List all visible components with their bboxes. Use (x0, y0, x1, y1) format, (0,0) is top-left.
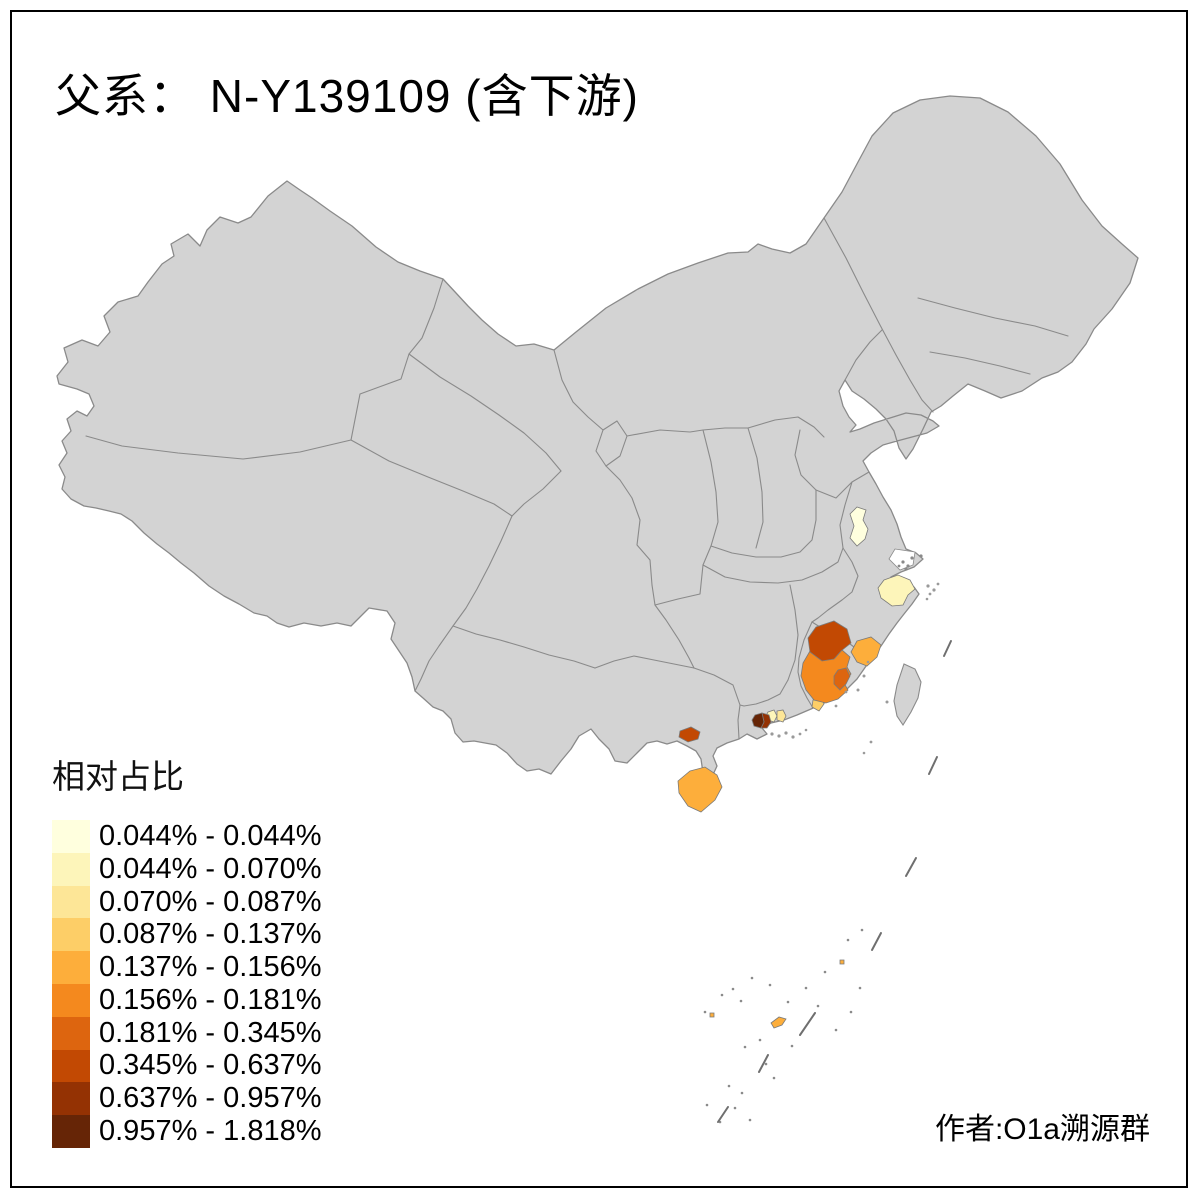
legend-item-1: 0.044% - 0.070% (52, 853, 321, 886)
south-china-sea-islet-dots (703, 928, 864, 1124)
region-guangxi-beihai (678, 726, 701, 743)
coastal-islet-dots (770, 582, 940, 755)
region-pearl-delta-pale-b (776, 709, 787, 723)
legend-item-3: 0.087% - 0.137% (52, 918, 322, 952)
region-south-china-sea-island (770, 1016, 787, 1029)
legend-label: 0.137% - 0.156% (99, 951, 322, 984)
taiwan-island (893, 663, 922, 727)
legend-label: 0.087% - 0.137% (99, 918, 322, 951)
legend-item-4: 0.137% - 0.156% (52, 951, 321, 984)
legend-label: 0.181% - 0.345% (99, 1016, 322, 1049)
legend-item-7: 0.345% - 0.637% (52, 1049, 322, 1083)
china-mainland (56, 95, 1139, 780)
legend-label: 0.957% - 1.818% (99, 1115, 322, 1148)
region-fujian-nanping (807, 620, 852, 662)
map-title: 父系： N-Y139109 (含下游) (55, 70, 639, 122)
legend-item-0: 0.044% - 0.044% (52, 820, 321, 853)
legend-swatch (52, 885, 90, 919)
legend-items: 0.044% - 0.044% 0.044% - 0.070% 0.070% - 0… (52, 820, 321, 1148)
legend-label: 0.044% - 0.044% (99, 819, 322, 852)
legend-label: 0.637% - 0.957% (99, 1082, 322, 1115)
legend-item-6: 0.181% - 0.345% (52, 1017, 321, 1050)
legend-swatch (52, 1016, 90, 1050)
legend-swatch (52, 1115, 90, 1148)
legend-label: 0.156% - 0.181% (99, 983, 322, 1016)
estuary-islet-dots (897, 554, 923, 571)
region-zhejiang-coastal (877, 574, 916, 607)
legend-item-2: 0.070% - 0.087% (52, 886, 321, 919)
legend-swatch (52, 918, 90, 952)
nine-dash-line (717, 640, 952, 1123)
attribution-text: 作者:O1a溯源群 (934, 1113, 1150, 1146)
legend-swatch (52, 951, 90, 984)
legend-swatch (52, 852, 90, 886)
region-fujian-northeast-coastal (850, 636, 882, 667)
legend-title: 相对占比 (52, 758, 184, 795)
legend-item-9: 0.957% - 1.818% (52, 1115, 321, 1148)
legend: 相对占比 0.044% - 0.044% 0.044% - 0.070% 0.070… (52, 750, 321, 1148)
province-borders (85, 217, 1069, 740)
region-jiangsu-central (849, 506, 869, 547)
legend-swatch (52, 820, 90, 853)
legend-swatch (52, 983, 90, 1017)
region-scs-islet-east (839, 959, 845, 965)
legend-label: 0.345% - 0.637% (99, 1049, 322, 1082)
legend-swatch (52, 1082, 90, 1116)
legend-label: 0.070% - 0.087% (99, 885, 322, 918)
region-scs-islet-west (709, 1012, 715, 1018)
region-fujian-south-small (833, 667, 851, 691)
highlighted-regions (677, 506, 916, 1029)
legend-label: 0.044% - 0.070% (99, 852, 322, 885)
region-hainan (677, 766, 723, 813)
legend-item-8: 0.637% - 0.957% (52, 1082, 322, 1116)
region-pearl-delta-dark-west (751, 712, 765, 729)
legend-item-5: 0.156% - 0.181% (52, 984, 321, 1017)
legend-swatch (52, 1049, 90, 1083)
